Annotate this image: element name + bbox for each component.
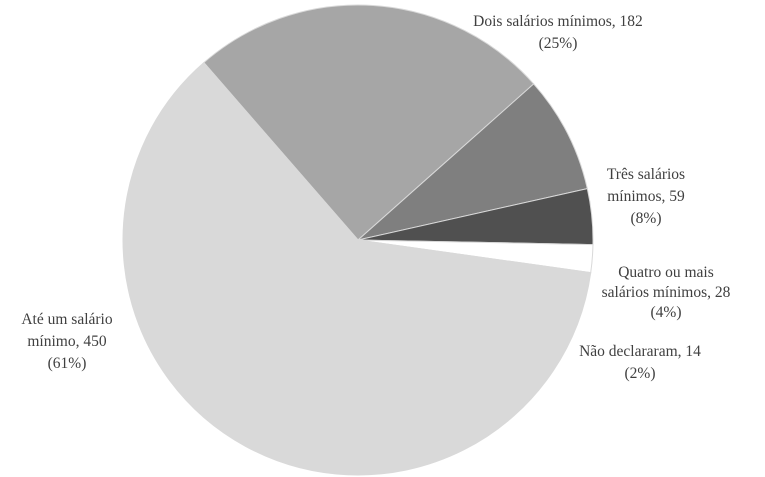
slice-data-label: Dois salários mínimos, 182 (25%): [473, 13, 643, 52]
slice-data-label-line: mínimos, 59: [607, 188, 685, 205]
slice-data-label: Três salários mínimos, 59 (8%): [607, 166, 685, 227]
slice-data-label-line: Não declararam, 14: [579, 343, 701, 360]
slice-data-label: Quatro ou mais salários mínimos, 28 (4%): [602, 264, 731, 321]
slice-data-label-line: salários mínimos, 28: [602, 284, 731, 301]
pie-slices: [122, 4, 594, 476]
slice-data-label-line: (25%): [539, 35, 578, 52]
slice-data-label-line: mínimo, 450: [27, 333, 106, 350]
slice-data-label-line: (2%): [625, 365, 656, 382]
slice-data-label-line: Quatro ou mais: [618, 264, 714, 281]
slice-data-label-line: Três salários: [607, 166, 685, 183]
slice-data-label-line: (61%): [48, 355, 87, 372]
slice-data-label-line: Dois salários mínimos, 182: [473, 13, 643, 30]
pie-slice: [203, 4, 535, 241]
slice-data-label-line: (8%): [631, 210, 662, 227]
slice-data-label: Não declararam, 14 (2%): [579, 343, 701, 382]
pie-slice: [122, 61, 592, 476]
slice-data-label-line: (4%): [651, 304, 682, 321]
slice-data-label-line: Até um salário: [21, 311, 113, 328]
slice-data-label: Até um salário mínimo, 450 (61%): [21, 311, 113, 372]
pie-labels: Dois salários mínimos, 182 (25%) Três salá…: [21, 13, 730, 382]
